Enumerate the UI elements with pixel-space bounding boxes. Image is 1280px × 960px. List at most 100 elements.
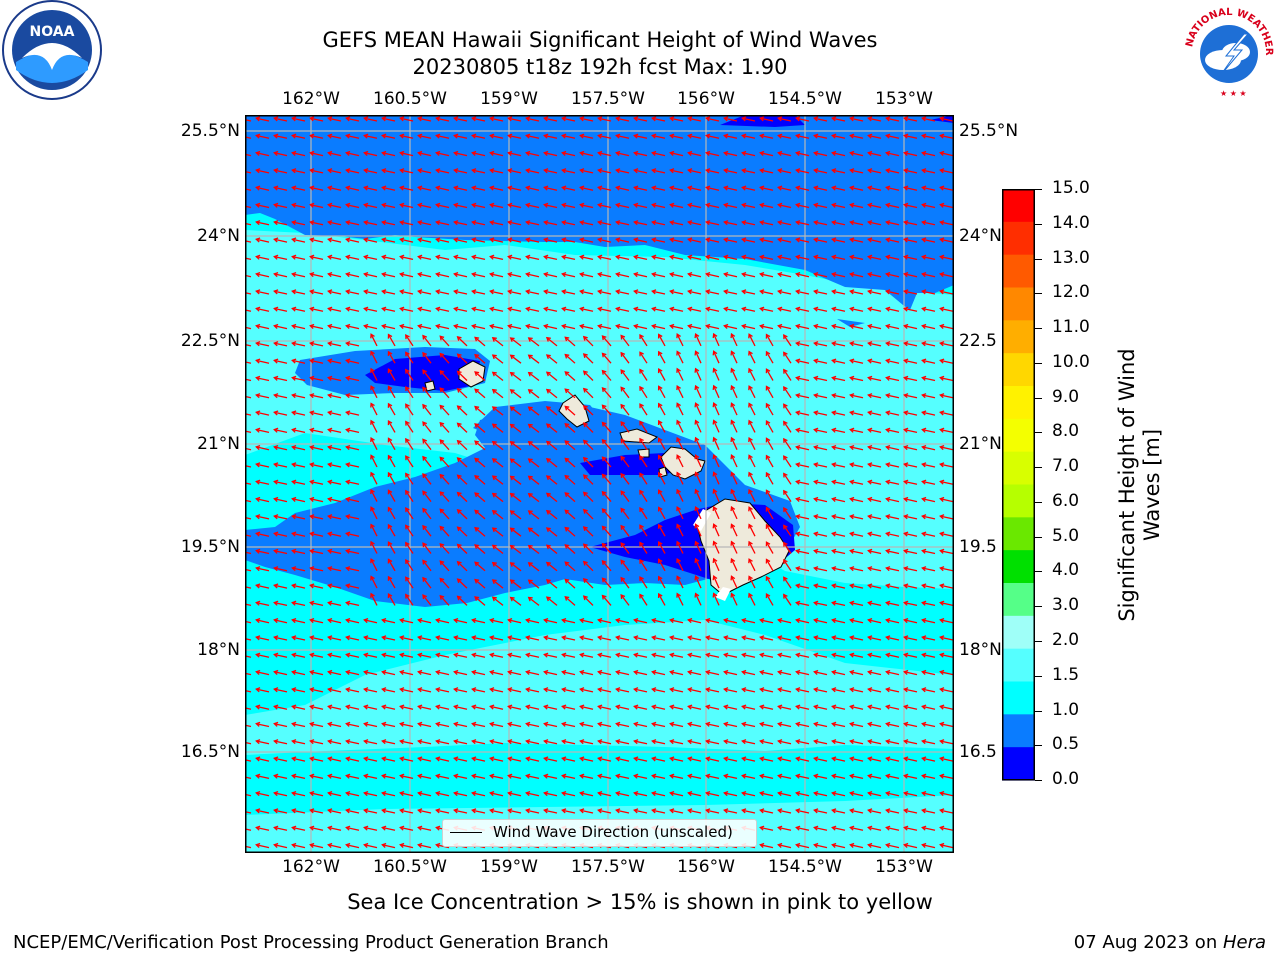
wind-wave-arrow (598, 117, 612, 122)
wind-wave-arrow-head (363, 739, 369, 745)
wind-wave-arrow (868, 809, 882, 814)
wind-wave-arrow-head (741, 185, 747, 191)
wind-wave-arrow-head (903, 514, 909, 520)
bottom-lon-label: 156°W (677, 857, 735, 877)
wind-wave-arrow (724, 636, 738, 641)
wind-wave-arrow-head (456, 353, 462, 359)
wind-wave-arrow-head (748, 333, 753, 339)
wind-wave-arrow (832, 134, 846, 139)
wind-wave-arrow-head (327, 375, 333, 381)
wind-wave-arrow-head (620, 472, 626, 478)
wind-wave-arrow (904, 688, 918, 693)
wind-wave-arrow-head (795, 185, 801, 191)
wind-wave-arrow-head (633, 790, 639, 797)
wind-wave-arrow-head (730, 505, 736, 512)
wind-wave-arrow-head (273, 306, 279, 312)
wind-wave-arrow-head (255, 168, 261, 174)
wind-wave-arrow (508, 255, 522, 261)
wind-wave-arrow (418, 204, 432, 209)
wind-wave-arrow-head (456, 509, 462, 514)
wind-wave-arrow (670, 273, 684, 278)
wind-wave-arrow (400, 169, 414, 174)
wind-wave-arrow-head (831, 237, 837, 243)
wind-wave-arrow (328, 480, 342, 485)
wind-wave-arrow (688, 307, 702, 312)
wind-wave-arrow-head (291, 825, 297, 831)
wind-wave-arrow (510, 527, 522, 537)
wind-wave-arrow-head (777, 133, 783, 139)
wind-wave-arrow (405, 369, 414, 381)
wind-wave-arrow-head (345, 306, 351, 312)
wind-wave-arrow (328, 809, 342, 814)
wind-wave-arrow (292, 134, 306, 139)
wind-wave-arrow (508, 307, 522, 312)
wind-wave-arrow (382, 273, 396, 278)
wind-wave-arrow-head (543, 133, 549, 139)
wind-wave-arrow (382, 636, 396, 641)
wind-wave-arrow-head (849, 635, 855, 641)
wind-wave-arrow (670, 204, 684, 209)
wind-wave-arrow (508, 152, 522, 157)
wind-wave-arrow (904, 567, 918, 572)
wind-wave-arrow (868, 567, 882, 572)
wind-wave-arrow-head (435, 271, 441, 278)
wind-wave-arrow-head (273, 133, 279, 139)
wind-wave-arrow-head (564, 388, 570, 394)
wind-wave-arrow-head (405, 385, 410, 392)
wind-wave-arrow-head (633, 254, 639, 260)
wind-wave-arrow-head (903, 583, 909, 589)
colorbar-tick-label: 1.0 (1052, 699, 1080, 720)
wind-wave-arrow (652, 186, 666, 191)
wind-wave-arrow-head (705, 237, 711, 243)
wind-wave-arrow-head (601, 369, 607, 375)
wind-wave-arrow (544, 809, 558, 814)
wind-wave-arrow (346, 844, 360, 849)
wind-wave-arrow (346, 584, 360, 589)
wind-wave-arrow-head (633, 773, 639, 779)
wind-wave-arrow (405, 576, 414, 589)
wind-wave-arrow-head (795, 341, 801, 347)
wind-wave-arrow (328, 204, 342, 209)
wind-wave-arrow-head (795, 150, 801, 156)
wind-wave-arrow-head (620, 369, 626, 375)
wind-wave-arrow (474, 509, 486, 520)
wind-wave-arrow-head (885, 756, 891, 762)
wind-wave-arrow (364, 152, 378, 157)
wind-wave-arrow (850, 550, 864, 555)
wind-wave-arrow-head (509, 544, 515, 550)
wind-wave-arrow (658, 455, 666, 468)
wind-wave-arrow (382, 688, 396, 693)
wind-wave-arrow-head (813, 531, 819, 537)
wind-wave-arrow-head (939, 237, 945, 243)
wind-wave-arrow-head (813, 739, 819, 745)
wind-wave-arrow-head (885, 808, 891, 814)
wind-wave-arrow-head (741, 773, 747, 779)
wind-wave-arrow (580, 290, 594, 295)
wind-wave-arrow (904, 480, 918, 485)
wind-wave-arrow-head (813, 410, 819, 416)
wind-wave-arrow-head (327, 514, 333, 520)
wind-wave-arrow (364, 740, 378, 745)
wind-wave-arrow-head (849, 271, 855, 278)
wind-wave-arrow (814, 844, 828, 849)
wind-wave-arrow (760, 307, 774, 312)
wind-wave-arrow (310, 428, 324, 434)
wind-wave-arrow (418, 117, 432, 122)
wind-wave-arrow (922, 463, 936, 468)
wind-wave-arrow-head (705, 756, 711, 762)
wind-wave-arrow-head (795, 254, 801, 260)
wind-wave-arrow-head (831, 168, 837, 174)
wind-wave-arrow-head (273, 704, 279, 710)
wind-wave-arrow-head (601, 335, 607, 341)
wind-wave-arrow-head (651, 635, 657, 641)
wind-wave-arrow (490, 671, 504, 676)
wind-wave-arrow-head (507, 116, 513, 122)
wind-wave-arrow (400, 307, 414, 312)
wind-wave-arrow (310, 792, 324, 797)
colorbar-tick (1035, 362, 1042, 364)
wind-wave-arrow-head (597, 773, 603, 779)
wind-wave-arrow-head (748, 350, 753, 356)
wind-wave-arrow (310, 117, 324, 122)
wind-wave-arrow (748, 593, 756, 606)
wind-wave-arrow-head (867, 323, 873, 329)
